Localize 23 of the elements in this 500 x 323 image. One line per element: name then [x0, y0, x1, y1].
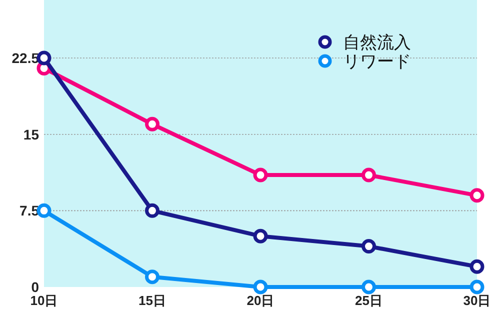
x-tick-label: 30日: [463, 293, 491, 308]
legend-label: リワード: [343, 52, 411, 71]
y-tick-label: 15: [23, 126, 40, 142]
point: [362, 168, 376, 182]
point: [362, 280, 376, 294]
x-tick-label: 20日: [246, 293, 274, 308]
y-tick-label: 0: [31, 279, 40, 295]
point: [36, 203, 52, 218]
point: [36, 50, 52, 66]
point: [253, 168, 268, 182]
point: [145, 203, 160, 218]
point: [253, 228, 268, 244]
legend-label: 自然流入: [343, 33, 411, 52]
point: [253, 280, 268, 294]
point: [470, 259, 484, 274]
x-tick-label: 25日: [355, 293, 382, 308]
x-tick-label: 10日: [30, 293, 58, 308]
point: [470, 188, 484, 203]
x-tick-label: 15日: [138, 293, 166, 308]
point: [145, 270, 160, 284]
point: [362, 239, 376, 254]
point: [470, 280, 484, 294]
point: [145, 116, 160, 132]
